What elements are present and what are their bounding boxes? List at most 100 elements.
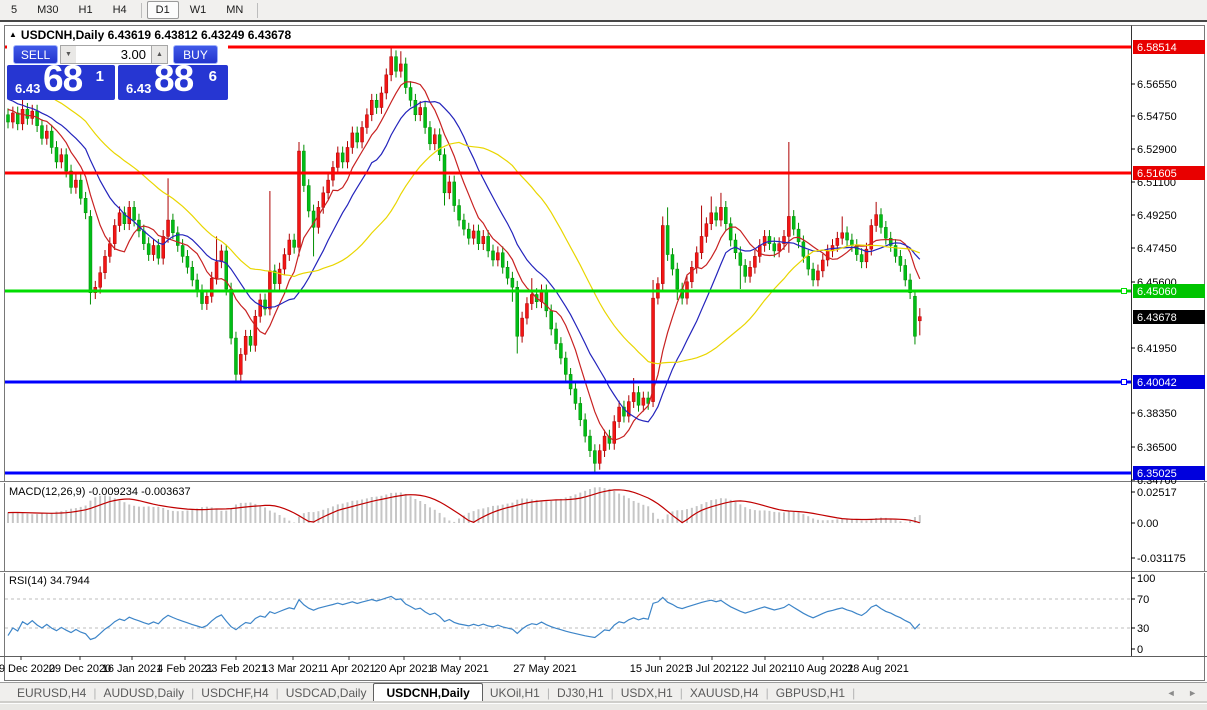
price-tick-label: 6.38350 <box>1137 408 1177 420</box>
timeframe-button-5[interactable]: 5 <box>11 4 18 16</box>
buy-price-prefix: 6.43 <box>126 81 152 96</box>
indicator-scale-label: 70 <box>1137 594 1149 606</box>
price-badge-label: 6.43678 <box>1137 312 1177 324</box>
price-badge <box>1133 40 1205 54</box>
buy-price-sup: 6 <box>208 68 217 85</box>
date-tick-label: 15 Jun 2021 <box>630 663 691 675</box>
rsi-indicator-label: RSI(14) 34.7944 <box>9 575 90 587</box>
sell-button[interactable]: SELL <box>13 45 58 64</box>
date-tick-label: 8 May 2021 <box>431 663 488 675</box>
buy-quote[interactable]: 6.43 88 6 <box>118 58 228 100</box>
date-tick-label: 22 Jul 2021 <box>737 663 794 675</box>
price-tick-label: 6.56550 <box>1137 79 1177 91</box>
price-tick-label: 6.49250 <box>1137 210 1177 222</box>
date-tick-label: 27 May 2021 <box>513 663 577 675</box>
date-tick-label: 3 Jul 2021 <box>687 663 738 675</box>
price-badge <box>1133 166 1205 180</box>
rsi-line <box>7 595 921 641</box>
price-badge-label: 6.35025 <box>1137 468 1177 480</box>
macd-indicator-label: MACD(12,26,9) -0.009234 -0.003637 <box>9 486 191 498</box>
chart-symbol-label: ▲ USDCNH,Daily 6.43619 6.43812 6.43249 6.… <box>9 28 291 42</box>
tab-separator: | <box>610 686 614 700</box>
date-tick-label: 10 Aug 2021 <box>792 663 854 675</box>
tab-separator: | <box>852 686 856 700</box>
chart-window[interactable]: 6.56550 6.54750 6.52900 6.51100 6.49250 6.474… <box>0 24 1207 682</box>
timeframe-toolbar: 5 M30 H1 H4 D1 W1 MN <box>0 0 1207 22</box>
volume-increase-button[interactable]: ▲ <box>151 45 168 64</box>
price-tick-label: 6.52900 <box>1137 144 1177 156</box>
triangle-up-icon: ▲ <box>156 51 163 58</box>
indicator-scale-label: -0.031175 <box>1137 553 1186 565</box>
indicator-scale-label: 30 <box>1137 623 1149 635</box>
ma-fast <box>7 81 921 441</box>
chart-tab-xauusd-h4[interactable]: XAUUSD,H4 <box>689 686 759 700</box>
chart-tab-dj30-h1[interactable]: DJ30,H1 <box>556 686 604 700</box>
indicator-scale-label: 0.02517 <box>1137 487 1177 499</box>
triangle-down-icon: ▼ <box>65 51 72 58</box>
chart-tab-eurusd-h4[interactable]: EURUSD,H4 <box>17 686 87 700</box>
sell-price-prefix: 6.43 <box>15 81 41 96</box>
price-badge-label: 6.51605 <box>1137 168 1177 180</box>
timeframe-button-d1[interactable]: D1 <box>146 1 179 19</box>
line-handle[interactable] <box>1121 379 1127 385</box>
price-tick-label: 6.36500 <box>1137 442 1177 454</box>
timeframe-button-mn[interactable]: MN <box>226 4 244 16</box>
candles-layer <box>6 47 922 474</box>
price-badge-label: 6.40042 <box>1137 377 1177 389</box>
price-tick-label: 6.47450 <box>1137 243 1177 255</box>
indicator-scale-label: 0 <box>1137 644 1143 656</box>
ma-mid <box>7 98 921 423</box>
price-axis[interactable]: 6.565506.547506.529006.511006.492506.474… <box>1131 40 1205 656</box>
timeframe-button-w1[interactable]: W1 <box>189 4 207 16</box>
tab-separator: | <box>765 686 769 700</box>
chart-tab-gbpusd-h1[interactable]: GBPUSD,H1 <box>775 686 846 700</box>
sell-price-big: 68 <box>43 58 83 99</box>
main-pane <box>5 45 1131 475</box>
volume-input[interactable] <box>76 45 152 64</box>
chart-tab-bar: EURUSD,H4 | AUDUSD,Daily | USDCHF,H4 | USDCAD,… <box>0 682 1207 704</box>
tab-separator: | <box>191 686 195 700</box>
macd-pane <box>7 487 921 524</box>
rsi-pane <box>5 595 1131 641</box>
buy-button[interactable]: BUY <box>173 45 218 64</box>
price-badge-label: 6.58514 <box>1137 42 1177 54</box>
timeframe-button-h4[interactable]: H4 <box>112 4 127 16</box>
chart-tab-usdcad-daily[interactable]: USDCAD,Daily <box>285 686 367 700</box>
date-tick-label: 28 Aug 2021 <box>847 663 909 675</box>
tab-separator: | <box>679 686 683 700</box>
chart-tab-usdx-h1[interactable]: USDX,H1 <box>620 686 673 700</box>
date-tick-label: 9 Dec 2020 <box>0 663 55 675</box>
chart-tab-usdcnh-daily[interactable]: USDCNH,Daily <box>373 683 483 704</box>
tab-separator: | <box>546 686 550 700</box>
price-tick-label: 6.41950 <box>1137 343 1177 355</box>
toolbar-separator <box>257 2 259 18</box>
date-tick-label: 4 Feb 2021 <box>157 663 213 675</box>
date-tick-label: 23 Feb 2021 <box>205 663 267 675</box>
symbol-ohlc-values: 6.43619 6.43812 6.43249 6.43678 <box>107 28 292 42</box>
collapse-triangle-icon[interactable]: ▲ <box>9 30 17 39</box>
timeframe-button-m30[interactable]: M30 <box>37 4 59 16</box>
date-tick-label: 13 Mar 2021 <box>262 663 324 675</box>
status-bar <box>0 703 1207 710</box>
chart-canvas[interactable]: 6.565506.547506.529006.511006.492506.474… <box>0 24 1207 682</box>
price-badge <box>1133 466 1205 480</box>
chart-tab-usdchf-h4[interactable]: USDCHF,H4 <box>201 686 269 700</box>
chart-tab-audusd-daily[interactable]: AUDUSD,Daily <box>103 686 185 700</box>
macd-signal-line <box>7 489 920 524</box>
sell-price-sup: 1 <box>95 68 104 85</box>
tab-scroll-left-icon[interactable]: ◄ <box>1166 688 1176 698</box>
indicator-scale-label: 100 <box>1137 573 1155 585</box>
tab-scroll-right-icon[interactable]: ► <box>1188 688 1197 698</box>
timeframe-button-h1[interactable]: H1 <box>78 4 93 16</box>
sell-quote[interactable]: 6.43 68 1 <box>7 58 115 100</box>
date-tick-label: 20 Apr 2021 <box>374 663 433 675</box>
chart-frame-lines <box>0 25 1207 681</box>
price-tick-label: 6.54750 <box>1137 111 1177 123</box>
line-handle[interactable] <box>1121 288 1127 294</box>
chart-tab-ukoil-h1[interactable]: UKOil,H1 <box>489 686 540 700</box>
indicator-scale-label: 0.00 <box>1137 518 1158 530</box>
ma-slow <box>7 76 921 365</box>
tab-separator: | <box>275 686 279 700</box>
tab-separator: | <box>93 686 97 700</box>
